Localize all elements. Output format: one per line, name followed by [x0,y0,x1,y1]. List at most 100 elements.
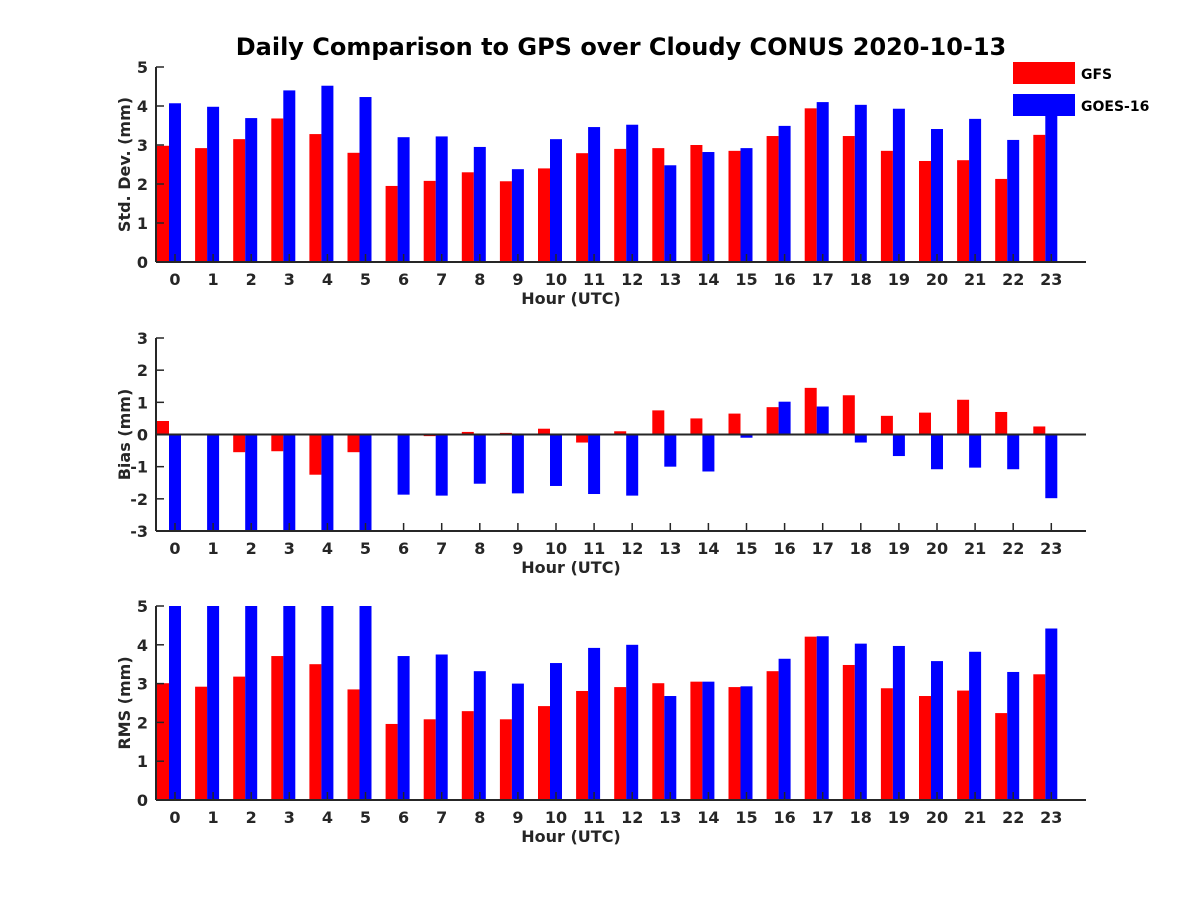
bar-gfs-9 [499,181,512,262]
bar-goes-16-7 [435,434,448,496]
x-tick-label: 23 [1040,539,1062,558]
x-tick-label: 15 [735,808,757,827]
x-tick-label: 0 [169,539,180,558]
x-tick-label: 0 [169,270,180,289]
bar-gfs-5 [347,689,360,800]
bar-gfs-9 [499,719,512,800]
bar-goes-16-1 [207,606,220,800]
bar-gfs-20 [919,696,931,800]
y-tick-label: -2 [130,490,148,509]
bars [157,85,1058,263]
x-tick-label: 13 [659,539,681,558]
bar-gfs-18 [842,136,855,262]
bar-gfs-1 [195,148,208,262]
bar-gfs-11 [576,690,589,800]
y-tick-label: 2 [137,175,148,194]
x-tick-label: 19 [888,539,910,558]
bar-gfs-16 [766,407,779,435]
bar-goes-16-21 [969,651,982,800]
x-tick-label: 3 [284,270,295,289]
x-axis-label: Hour (UTC) [521,827,621,846]
bar-goes-16-10 [550,139,562,262]
x-tick-label: 22 [1002,539,1024,558]
x-tick-label: 11 [583,270,605,289]
bar-gfs-17 [804,387,817,435]
bar-goes-16-12 [626,434,639,496]
x-tick-label: 17 [812,808,834,827]
y-tick-label: 5 [137,597,148,616]
legend-label: GOES-16 [1081,99,1149,115]
bar-goes-16-12 [626,644,639,800]
bar-goes-16-11 [588,647,601,800]
x-tick-label: 16 [773,539,795,558]
x-tick-label: 11 [583,539,605,558]
bar-goes-16-17 [816,102,829,262]
x-tick-label: 9 [512,270,523,289]
y-tick-label: 3 [137,675,148,694]
bar-gfs-14 [690,681,703,800]
x-tick-label: 22 [1002,270,1024,289]
x-tick-label: 23 [1040,808,1062,827]
bar-gfs-16 [766,671,779,800]
bar-gfs-14 [690,145,703,262]
bar-goes-16-16 [778,125,791,262]
bar-gfs-13 [652,683,665,800]
y-axis-label: Bias (mm) [115,389,134,481]
bar-goes-16-18 [854,434,867,443]
bar-goes-16-15 [740,148,753,262]
x-tick-label: 3 [284,539,295,558]
bar-goes-16-6 [397,137,410,262]
y-axis-label: RMS (mm) [115,656,134,749]
legend-swatch [1013,94,1075,116]
bar-gfs-23 [1033,134,1046,262]
legend: GFS GOES-16 [1013,62,1149,116]
x-tick-label: 9 [512,539,523,558]
x-tick-label: 21 [964,270,986,289]
bar-gfs-8 [461,431,474,435]
bar-goes-16-20 [931,434,943,470]
x-tick-label: 20 [926,270,948,289]
x-tick-label: 2 [246,270,257,289]
bar-goes-16-3 [283,434,296,531]
bar-gfs-19 [880,688,893,800]
x-tick-label: 15 [735,539,757,558]
bar-gfs-21 [957,160,970,262]
x-tick-label: 14 [697,808,719,827]
y-tick-label: 0 [137,791,148,810]
y-tick-label: 4 [137,97,148,116]
x-tick-label: 1 [208,539,219,558]
bar-goes-16-6 [397,656,410,800]
bar-gfs-4 [309,664,322,800]
bar-gfs-13 [652,410,665,435]
x-tick-label: 8 [474,539,485,558]
x-tick-label: 14 [697,539,719,558]
bar-gfs-10 [538,168,550,262]
x-tick-label: 16 [773,270,795,289]
y-tick-label: 1 [137,214,148,233]
bar-goes-16-13 [664,696,677,800]
bar-gfs-21 [957,690,970,800]
chart-title: Daily Comparison to GPS over Cloudy CONU… [236,33,1007,61]
bar-goes-16-13 [664,434,677,467]
bar-goes-16-14 [702,681,715,800]
bar-goes-16-7 [435,136,448,262]
bar-gfs-18 [842,664,855,800]
bar-gfs-22 [995,411,1008,435]
bar-gfs-19 [880,150,893,262]
x-tick-label: 5 [360,270,371,289]
bar-goes-16-4 [321,606,334,800]
x-tick-label: 20 [926,539,948,558]
bar-goes-16-19 [892,108,905,262]
bar-goes-16-3 [283,90,296,263]
bar-gfs-1 [195,686,208,800]
x-tick-label: 5 [360,539,371,558]
bar-gfs-19 [880,415,893,435]
bar-goes-16-17 [816,636,829,800]
x-tick-label: 12 [621,539,643,558]
bar-gfs-16 [766,136,779,262]
bar-gfs-20 [919,412,931,435]
x-tick-label: 5 [360,808,371,827]
bar-gfs-13 [652,148,665,262]
